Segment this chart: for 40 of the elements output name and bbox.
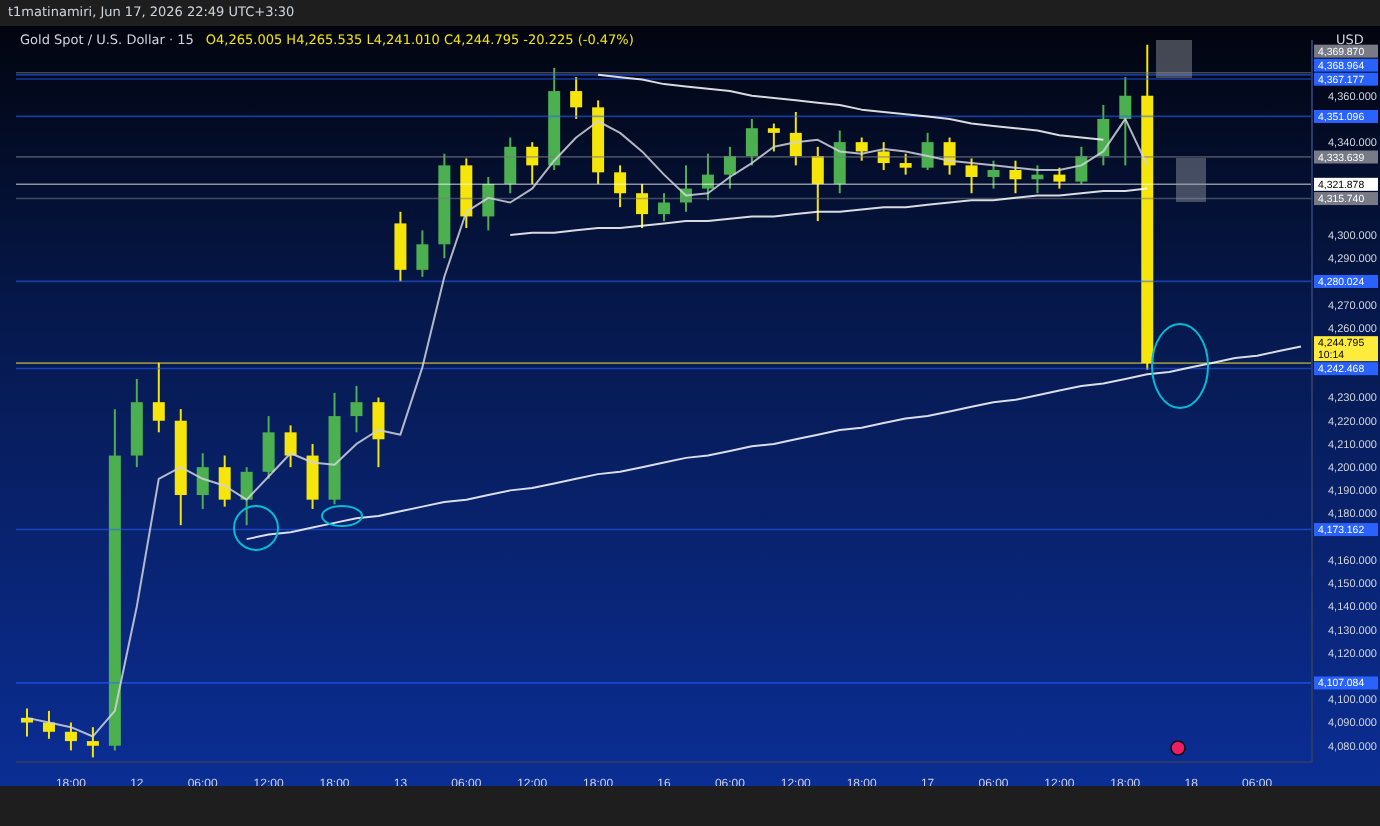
- candlestick: [152, 361, 165, 434]
- candlestick: [350, 384, 363, 434]
- candlestick: [658, 192, 671, 223]
- candlestick: [416, 229, 429, 278]
- candlestick: [614, 164, 627, 209]
- candlestick: [306, 442, 319, 510]
- candlestick: [504, 136, 517, 195]
- candlestick: [218, 454, 231, 508]
- line-series: [509, 187, 1149, 237]
- candlestick: [767, 122, 780, 153]
- candlestick: [833, 129, 846, 195]
- candlestick: [987, 159, 1000, 190]
- candlestick: [811, 145, 824, 223]
- candlestick: [1075, 145, 1088, 185]
- candlestick: [1053, 166, 1066, 190]
- candlestick: [899, 152, 912, 176]
- candlestick: [921, 131, 934, 172]
- candlestick: [1009, 159, 1022, 195]
- candlestick: [21, 707, 33, 738]
- candlestick: [570, 76, 583, 120]
- candlestick: [394, 210, 407, 283]
- candlestick: [723, 145, 736, 190]
- candlestick: [240, 466, 253, 527]
- candlestick: [482, 175, 495, 232]
- candlestick: [284, 424, 297, 469]
- candlestick: [262, 415, 275, 480]
- candlestick: [372, 396, 385, 469]
- candlestick: [965, 157, 978, 195]
- candlestick: [789, 110, 802, 167]
- candlestick: [64, 721, 77, 752]
- candlestick: [1119, 76, 1132, 167]
- candlestick: [196, 452, 209, 510]
- candlestick: [636, 182, 649, 230]
- candlestick: [943, 136, 956, 176]
- candlestick: [526, 141, 539, 185]
- candlestick: [745, 117, 758, 167]
- candlestick: [855, 136, 868, 162]
- candlestick: [86, 726, 99, 759]
- candlestick: [701, 152, 714, 202]
- candlestick: [877, 141, 890, 172]
